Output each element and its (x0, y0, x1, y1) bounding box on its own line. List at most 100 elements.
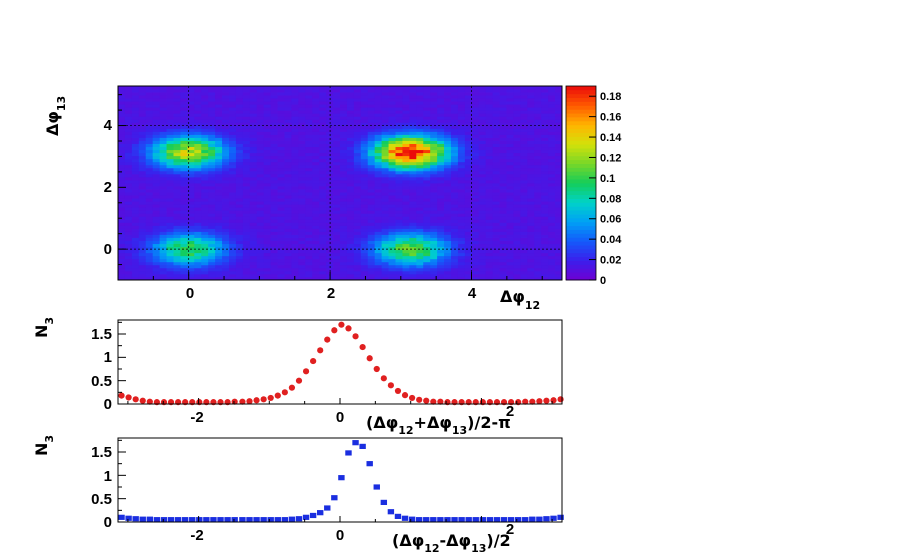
heatmap-cell (305, 158, 313, 163)
heatmap-cell (256, 201, 265, 205)
heatmap-cell (173, 240, 181, 245)
heatmap-cell (409, 216, 417, 220)
heatmap-panel: 0 2 4 0 2 4 Δφ12 Δφ13 (43, 85, 563, 312)
heatmap-cell (478, 258, 487, 263)
heatmap-cell (145, 161, 154, 166)
heatmap-cell (395, 249, 403, 254)
heatmap-cell (319, 261, 327, 266)
sum-projection-panel: 0 0.5 1 1.5 -2 0 2 N3 (Δφ12+Δφ13)/2-π (32, 317, 564, 437)
heatmap-cell (124, 140, 133, 144)
heatmap-cell (520, 207, 528, 211)
heatmap-cell (506, 140, 514, 144)
heatmap-cell (513, 107, 521, 111)
heatmap-cell (367, 155, 376, 160)
heatmap-cell (353, 95, 362, 99)
heatmap-cell (333, 128, 341, 132)
heatmap-cell (367, 210, 376, 214)
heatmap-cell (388, 161, 396, 166)
heatmap-cell (506, 255, 514, 260)
heatmap-cell (166, 89, 174, 93)
heatmap-cell (159, 134, 167, 138)
heatmap-cell (208, 143, 216, 148)
heatmap-cell (513, 164, 521, 169)
heatmap-cell (277, 231, 285, 235)
heatmap-cell (333, 179, 341, 184)
heatmap-cell (326, 195, 334, 199)
heatmap-cell (478, 231, 487, 235)
heatmap-cell (555, 143, 563, 148)
heatmap-cell (499, 167, 507, 172)
heatmap-cell (492, 273, 500, 278)
heatmap-cell (534, 104, 542, 108)
heatmap-cell (457, 134, 466, 138)
heatmap-cell (464, 195, 473, 199)
difference-projection-point (536, 516, 543, 522)
heatmap-cell (527, 128, 535, 132)
heatmap-cell (520, 183, 528, 187)
heatmap-cell (270, 270, 278, 275)
heatmap-cell (346, 167, 355, 172)
heatmap-cell (437, 134, 445, 138)
heatmap-cell (249, 204, 258, 208)
heatmap-cell (340, 210, 348, 214)
heatmap-cell (131, 161, 140, 166)
heatmap-cell (492, 258, 500, 263)
heatmap-cell (506, 158, 514, 163)
heatmap-y-tick-label: 2 (104, 179, 112, 196)
heatmap-cell (187, 113, 195, 117)
heatmap-cell (263, 204, 272, 208)
heatmap-cell (346, 216, 355, 220)
heatmap-cell (367, 164, 376, 169)
heatmap-cell (485, 125, 494, 129)
heatmap-cell (291, 107, 299, 111)
heatmap-cell (402, 213, 410, 217)
heatmap-cell (312, 255, 320, 260)
heatmap-cell (187, 270, 195, 275)
heatmap-cell (215, 86, 223, 90)
heatmap-cell (166, 234, 174, 238)
heatmap-cell (471, 255, 480, 260)
heatmap-cell (478, 161, 487, 166)
heatmap-cell (464, 270, 473, 275)
heatmap-cell (471, 213, 480, 217)
difference-projection-point (550, 515, 557, 521)
difference-projection-point (380, 499, 388, 505)
heatmap-cell (180, 201, 188, 205)
heatmap-cell (124, 128, 133, 132)
heatmap-cell (353, 134, 362, 138)
heatmap-cell (548, 246, 556, 251)
heatmap-cell (395, 246, 403, 251)
heatmap-cell (388, 119, 396, 123)
heatmap-cell (131, 170, 140, 175)
heatmap-cell (298, 95, 306, 99)
heatmap-cell (527, 113, 535, 117)
heatmap-cell (305, 170, 313, 175)
heatmap-cell (513, 249, 521, 254)
heatmap-cell (534, 198, 542, 202)
heatmap-cell (152, 252, 161, 257)
heatmap-cell (485, 255, 494, 260)
heatmap-cell (187, 195, 195, 199)
heatmap-cell (423, 216, 431, 220)
heatmap-cell (506, 240, 514, 245)
heatmap-cell (173, 104, 181, 108)
heatmap-cell (430, 125, 438, 129)
heatmap-cell (291, 225, 299, 229)
heatmap-cell (353, 116, 362, 120)
difference-projection-point (479, 517, 487, 523)
heatmap-cell (402, 198, 410, 202)
heatmap-cell (194, 204, 202, 208)
heatmap-cell (291, 86, 299, 90)
heatmap-cell (277, 122, 285, 126)
heatmap-cell (201, 101, 209, 105)
heatmap-cell (326, 134, 334, 138)
heatmap-cell (208, 189, 216, 193)
heatmap-cell (506, 210, 514, 214)
difference-projection-point (253, 517, 260, 523)
heatmap-cell (173, 225, 181, 229)
heatmap-cell (159, 201, 167, 205)
heatmap-cell (333, 101, 341, 105)
heatmap-cell (388, 158, 396, 163)
heatmap-cell (305, 189, 313, 193)
heatmap-cell (555, 216, 563, 220)
